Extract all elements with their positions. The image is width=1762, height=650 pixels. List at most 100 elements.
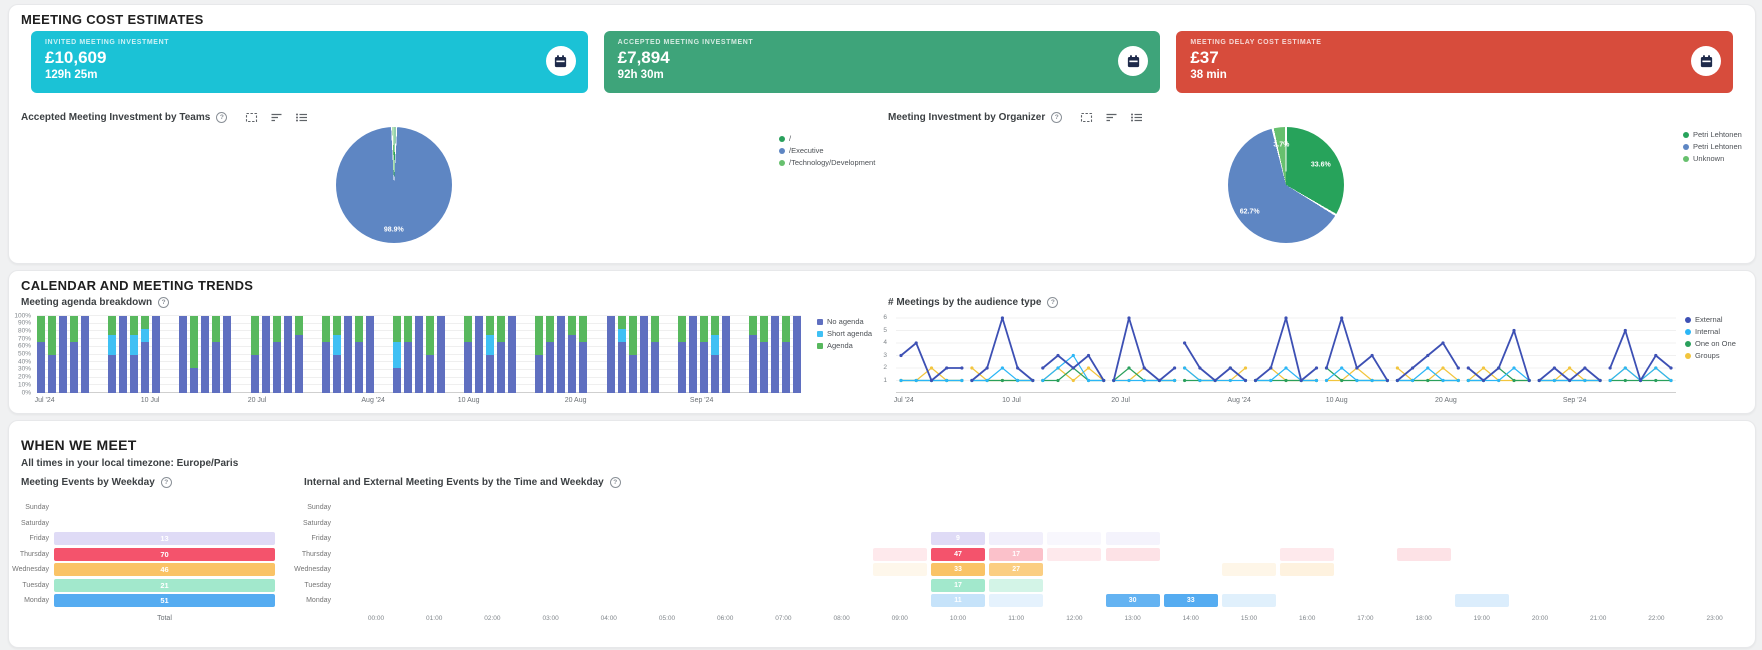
cost-card[interactable]: MEETING DELAY COST ESTIMATE £37 38 min	[1176, 31, 1734, 93]
stacked-bar[interactable]	[108, 316, 117, 393]
bar-segment-agenda[interactable]	[699, 316, 708, 343]
stacked-bar[interactable]	[508, 316, 517, 393]
stacked-bar[interactable]	[557, 316, 566, 393]
stacked-bar[interactable]	[650, 316, 659, 393]
bar-segment-no-agenda[interactable]	[759, 342, 768, 393]
bar-segment-agenda[interactable]	[464, 316, 473, 343]
bar-segment-no-agenda[interactable]	[475, 316, 484, 393]
bar-segment-short-agenda[interactable]	[108, 335, 117, 355]
stacked-bar[interactable]	[710, 316, 719, 393]
help-icon[interactable]: ?	[160, 477, 172, 488]
stacked-bar[interactable]	[119, 316, 128, 393]
heatmap-cell[interactable]: 33	[931, 563, 985, 576]
bar-segment-agenda[interactable]	[628, 316, 637, 355]
heatmap-cell[interactable]	[989, 578, 1044, 592]
bar-segment-agenda[interactable]	[37, 316, 45, 343]
help-icon[interactable]: ?	[216, 112, 228, 123]
bar-segment-no-agenda[interactable]	[403, 342, 412, 393]
stacked-bar[interactable]	[770, 316, 779, 393]
bar-segment-no-agenda[interactable]	[283, 316, 292, 393]
heatmap-cell[interactable]	[1105, 547, 1160, 561]
legend-item[interactable]: One on One	[1685, 339, 1736, 348]
fullscreen-icon[interactable]	[1080, 111, 1093, 124]
weekday-total-cell[interactable]: 21	[54, 578, 275, 592]
cost-card[interactable]: INVITED MEETING INVESTMENT £10,609 129h 25…	[31, 31, 588, 93]
stacked-bar[interactable]	[699, 316, 708, 393]
stacked-bar[interactable]	[628, 316, 637, 393]
stacked-bar[interactable]	[48, 316, 56, 393]
bar-segment-agenda[interactable]	[579, 316, 588, 343]
heatmap-cell[interactable]: 17	[989, 547, 1044, 561]
legend-item[interactable]: /	[779, 134, 875, 143]
bar-segment-agenda[interactable]	[321, 316, 330, 343]
audience-line-chart[interactable]	[896, 313, 1676, 393]
legend-item[interactable]: External	[1685, 315, 1736, 324]
stacked-bar[interactable]	[392, 316, 401, 393]
bar-segment-agenda[interactable]	[392, 316, 401, 343]
bar-segment-no-agenda[interactable]	[617, 342, 626, 393]
bar-segment-no-agenda[interactable]	[294, 335, 303, 393]
bar-segment-no-agenda[interactable]	[414, 316, 423, 393]
bar-segment-no-agenda[interactable]	[628, 354, 637, 393]
legend-item[interactable]: Petri Lehtonen	[1683, 130, 1742, 139]
heatmap-cell[interactable]: 33	[1163, 594, 1218, 607]
bar-segment-agenda[interactable]	[294, 316, 303, 336]
bar-segment-no-agenda[interactable]	[321, 342, 330, 393]
stacked-bar[interactable]	[425, 316, 434, 393]
bar-segment-no-agenda[interactable]	[568, 335, 577, 393]
stacked-bar[interactable]	[354, 316, 363, 393]
stacked-bar[interactable]	[579, 316, 588, 393]
bar-segment-no-agenda[interactable]	[250, 354, 259, 393]
bar-segment-no-agenda[interactable]	[37, 342, 45, 393]
pie-chart-teams[interactable]: 98.9%	[336, 127, 452, 243]
bar-segment-no-agenda[interactable]	[354, 342, 363, 393]
sort-icon[interactable]	[270, 111, 283, 124]
bar-segment-no-agenda[interactable]	[770, 316, 779, 393]
weekday-total-cell[interactable]: 46	[54, 563, 275, 576]
bar-segment-no-agenda[interactable]	[223, 316, 232, 393]
stacked-bar[interactable]	[343, 316, 352, 393]
bar-segment-no-agenda[interactable]	[606, 316, 615, 393]
stacked-bar[interactable]	[321, 316, 330, 393]
bar-segment-agenda[interactable]	[332, 316, 341, 336]
stacked-bar[interactable]	[497, 316, 506, 393]
bar-segment-no-agenda[interactable]	[141, 342, 150, 393]
bar-segment-no-agenda[interactable]	[535, 354, 544, 393]
bar-segment-no-agenda[interactable]	[392, 367, 401, 393]
weekday-total-cell[interactable]: 70	[54, 547, 275, 561]
heatmap-cell[interactable]	[1454, 594, 1509, 607]
bar-segment-agenda[interactable]	[568, 316, 577, 336]
help-icon[interactable]: ?	[1051, 112, 1063, 123]
bar-segment-no-agenda[interactable]	[425, 354, 434, 393]
stacked-bar[interactable]	[130, 316, 139, 393]
bar-segment-short-agenda[interactable]	[332, 335, 341, 355]
bar-segment-no-agenda[interactable]	[557, 316, 566, 393]
stacked-bar[interactable]	[568, 316, 577, 393]
bar-segment-short-agenda[interactable]	[617, 329, 626, 343]
bar-segment-no-agenda[interactable]	[699, 342, 708, 393]
stacked-bar[interactable]	[677, 316, 686, 393]
stacked-bar[interactable]	[212, 316, 221, 393]
bar-segment-no-agenda[interactable]	[688, 316, 697, 393]
heatmap-cell[interactable]	[872, 563, 927, 576]
bar-segment-agenda[interactable]	[710, 316, 719, 336]
legend-item[interactable]: Petri Lehtonen	[1683, 142, 1742, 151]
bar-segment-agenda[interactable]	[497, 316, 506, 343]
stacked-bar[interactable]	[781, 316, 790, 393]
bar-segment-no-agenda[interactable]	[152, 316, 161, 393]
stacked-bar[interactable]	[152, 316, 161, 393]
stacked-bar[interactable]	[464, 316, 473, 393]
stacked-bar[interactable]	[223, 316, 232, 393]
bar-segment-agenda[interactable]	[130, 316, 139, 336]
bar-segment-no-agenda[interactable]	[650, 342, 659, 393]
sort-icon[interactable]	[1105, 111, 1118, 124]
heatmap-cell[interactable]	[1105, 532, 1160, 545]
bar-segment-no-agenda[interactable]	[546, 342, 555, 393]
bar-segment-no-agenda[interactable]	[272, 342, 281, 393]
stacked-bar[interactable]	[272, 316, 281, 393]
stacked-bar[interactable]	[250, 316, 259, 393]
stacked-bar[interactable]	[365, 316, 374, 393]
bar-segment-no-agenda[interactable]	[721, 316, 730, 393]
bar-segment-no-agenda[interactable]	[781, 342, 790, 393]
stacked-bar[interactable]	[748, 316, 757, 393]
